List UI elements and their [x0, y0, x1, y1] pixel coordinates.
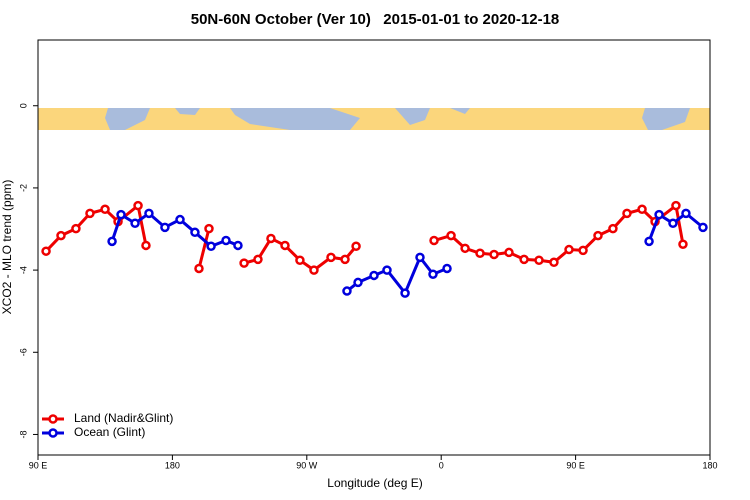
data-point [160, 222, 170, 233]
data-point [681, 208, 691, 219]
map-land [175, 108, 200, 115]
data-point [475, 248, 485, 259]
data-point [429, 235, 439, 246]
data-point [446, 230, 456, 241]
chart-title: 50N-60N October (Ver 10) 2015-01-01 to 2… [191, 11, 560, 28]
legend-marker [48, 414, 58, 424]
x-tick-label: 180 [165, 460, 180, 470]
y-axis-label: XCO2 - MLO trend (ppm) [0, 180, 14, 315]
data-point [190, 227, 200, 238]
x-tick-label: 90 E [29, 460, 48, 470]
y-tick-label: -2 [18, 184, 28, 192]
data-point [564, 244, 574, 255]
data-point [295, 255, 305, 265]
data-point [56, 230, 66, 241]
data-point [141, 240, 151, 251]
data-point [309, 265, 319, 275]
data-point [351, 241, 361, 252]
data-point [100, 204, 110, 215]
data-point [175, 214, 185, 225]
data-point [400, 288, 410, 298]
data-point [534, 255, 544, 265]
map-land [105, 108, 150, 130]
x-tick-label: 90 W [296, 460, 318, 470]
data-point [280, 240, 290, 251]
legend-text: Land (Nadir&Glint) [74, 411, 173, 425]
map-land [642, 108, 690, 130]
series-line [44, 202, 685, 272]
data-point [206, 241, 216, 252]
map-strip [38, 108, 710, 130]
data-point [71, 223, 81, 234]
x-tick-label: 90 E [566, 460, 585, 470]
data-point [654, 209, 664, 220]
data-point [266, 233, 276, 244]
data-point [671, 200, 681, 211]
data-point [415, 252, 425, 263]
data-point [204, 223, 214, 234]
data-point [382, 265, 392, 275]
y-tick-label: -6 [18, 348, 28, 356]
data-point [608, 223, 618, 234]
data-point [428, 269, 438, 279]
map-land [230, 108, 360, 130]
data-point [353, 277, 363, 288]
data-point [130, 218, 140, 229]
y-tick-label: 0 [18, 103, 28, 108]
data-point [239, 258, 249, 268]
data-point [668, 218, 678, 229]
data-point [133, 200, 143, 211]
data-point [678, 239, 688, 249]
data-point [253, 254, 263, 265]
x-tick-label: 180 [702, 460, 717, 470]
data-point [637, 204, 647, 215]
plot-frame [37, 39, 711, 456]
data-point [116, 209, 126, 220]
data-point [442, 263, 452, 274]
data-point [622, 208, 632, 219]
map-land [395, 108, 430, 125]
data-point [107, 236, 117, 247]
data-point [326, 252, 336, 263]
map-land [450, 108, 470, 114]
data-point [144, 208, 154, 219]
data-point [342, 286, 352, 296]
data-point [578, 245, 588, 256]
data-point [41, 246, 51, 256]
data-point [369, 270, 379, 281]
x-axis-label: Longitude (deg E) [327, 476, 422, 490]
x-tick-label: 0 [439, 460, 444, 470]
data-point [85, 208, 95, 219]
data-point [221, 235, 231, 246]
map-background [38, 108, 710, 130]
legend-text: Ocean (Glint) [74, 425, 145, 439]
data-point [504, 247, 514, 258]
data-point [644, 236, 654, 247]
data-point [593, 230, 603, 241]
data-point [698, 222, 708, 233]
data-point [340, 254, 350, 265]
data-point [194, 263, 204, 274]
y-tick-label: -8 [18, 430, 28, 438]
data-point [549, 257, 559, 268]
data-point [519, 254, 529, 265]
data-point [489, 249, 499, 260]
data-point [460, 243, 470, 254]
y-tick-label: -4 [18, 266, 28, 274]
data-point [233, 240, 243, 251]
legend-marker [48, 428, 58, 438]
